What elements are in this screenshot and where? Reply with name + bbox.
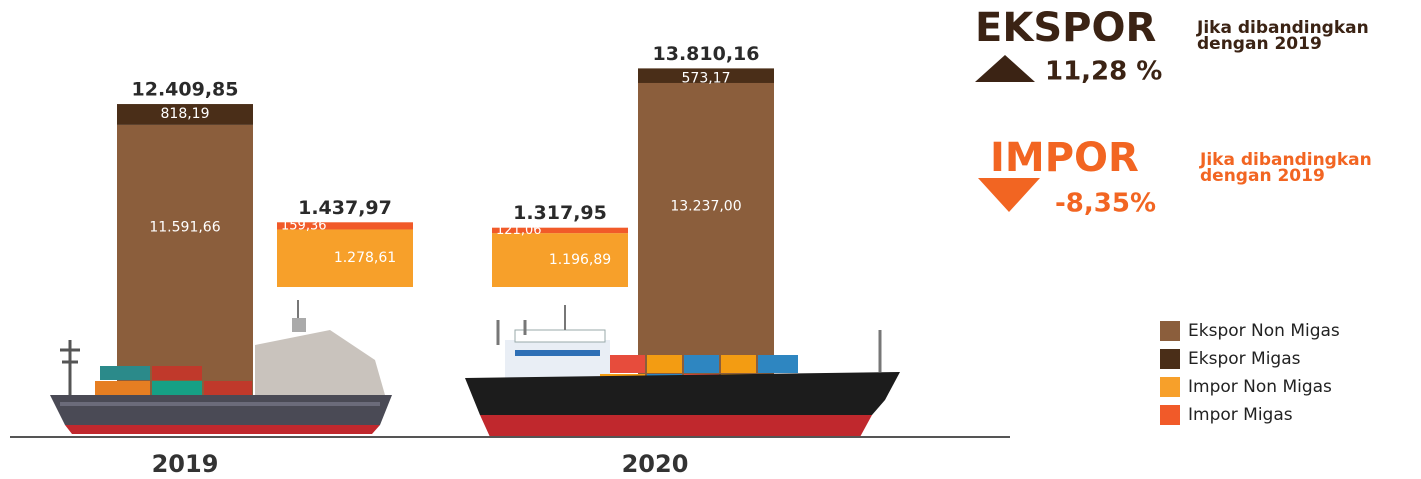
legend-label: Impor Non Migas (1188, 377, 1332, 397)
value-label: 818,19 (161, 106, 210, 122)
ekspor-note: Jika dibandingkan dengan 2019 (1197, 18, 1369, 54)
value-label: 159,36 (281, 218, 327, 233)
ekspor-title: EKSPOR (975, 5, 1156, 51)
value-label: 1.196,89 (549, 252, 611, 268)
legend-swatch (1160, 349, 1180, 369)
legend-swatch (1160, 405, 1180, 425)
up-arrow (975, 55, 1035, 82)
total-label: 12.409,85 (132, 79, 239, 101)
legend: Ekspor Non Migas Ekspor Migas Impor Non Mi… (1160, 321, 1340, 425)
bar-segment (277, 229, 413, 287)
legend-swatch (1160, 321, 1180, 341)
value-label: 13.237,00 (670, 198, 741, 214)
category-label: 2019 (152, 450, 219, 478)
category-label: 2020 (622, 450, 689, 478)
legend-label: Ekspor Migas (1188, 349, 1301, 369)
impor-note: Jika dibandingkan dengan 2019 (1200, 150, 1372, 186)
value-label: 1.278,61 (334, 250, 396, 266)
impor-title: IMPOR (990, 135, 1139, 181)
bar-segment (277, 222, 413, 230)
legend-swatch (1160, 377, 1180, 397)
ship-2019 (50, 300, 392, 434)
value-label: 121,06 (496, 223, 542, 238)
total-label: 1.317,95 (513, 202, 607, 224)
bar-segment (117, 104, 253, 125)
bar-segment (638, 68, 774, 83)
legend-label: Impor Migas (1188, 405, 1293, 425)
value-label: 573,17 (682, 70, 731, 86)
legend-label: Ekspor Non Migas (1188, 321, 1340, 341)
ekspor-change: 11,28 % (1045, 57, 1162, 87)
bar-segment (492, 227, 628, 234)
ship-2020 (465, 305, 900, 437)
total-label: 1.437,97 (298, 197, 392, 219)
total-label: 13.810,16 (653, 43, 760, 65)
value-label: 11.591,66 (149, 219, 220, 235)
down-arrow (978, 178, 1040, 212)
impor-change: -8,35% (1055, 189, 1156, 219)
bar-segment (492, 233, 628, 287)
